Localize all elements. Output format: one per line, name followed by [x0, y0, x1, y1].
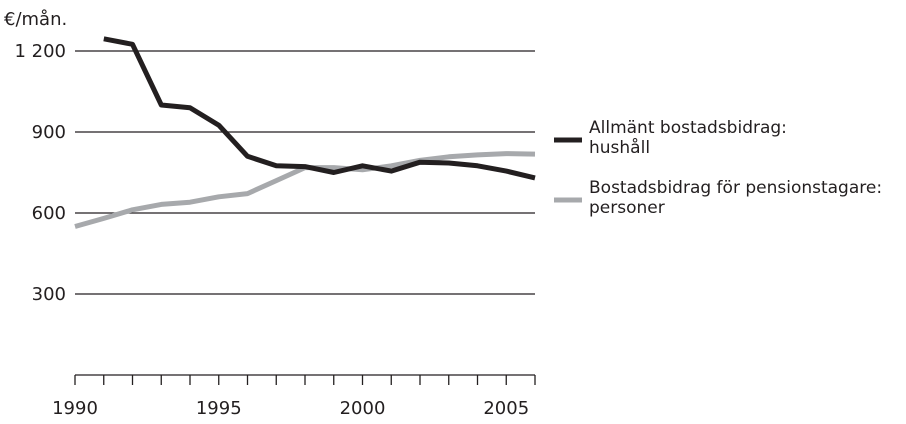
- legend-label: hushåll: [589, 137, 650, 158]
- legend: Allmänt bostadsbidrag:hushåll Bostadsbidr…: [554, 118, 882, 218]
- y-tick-label: 300: [32, 284, 66, 305]
- gridlines: [75, 51, 535, 294]
- y-tick-label: 1 200: [14, 41, 66, 62]
- legend-label: personer: [589, 198, 665, 218]
- x-tick-label: 2005: [483, 398, 529, 419]
- x-tick-label: 1990: [52, 398, 98, 419]
- x-tick-label: 1995: [196, 398, 242, 419]
- y-axis-unit-label: €/mån.: [4, 9, 67, 30]
- legend-label: Bostadsbidrag för pensionstagare:: [589, 178, 882, 198]
- y-tick-label: 900: [32, 122, 66, 143]
- y-axis-labels: 300 600 900 1 200 €/mån.: [4, 9, 67, 305]
- y-tick-label: 600: [32, 203, 66, 224]
- x-tick-label: 2000: [340, 398, 386, 419]
- legend-label: Allmänt bostadsbidrag:: [589, 118, 787, 138]
- x-axis: 1990 1995 2000 2005: [52, 375, 535, 419]
